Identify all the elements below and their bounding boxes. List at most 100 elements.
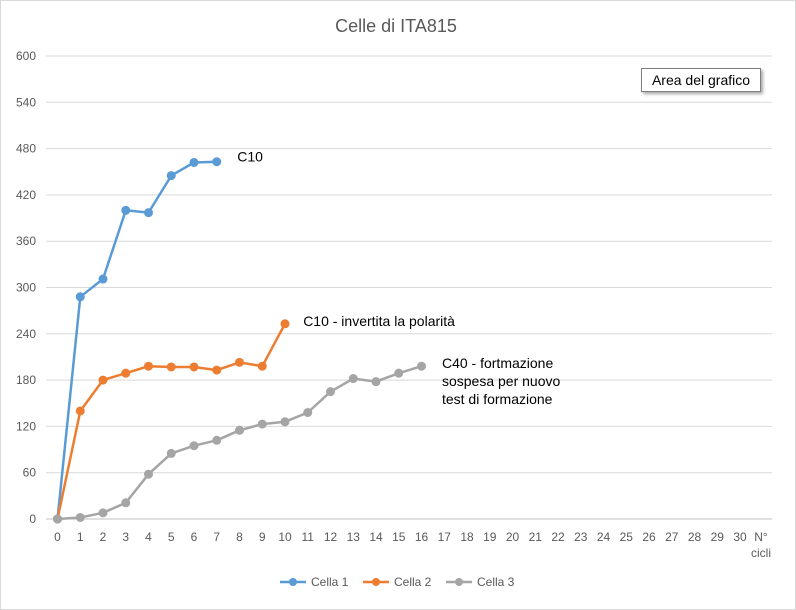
legend-label: Cella 1 [311, 575, 349, 589]
data-point [235, 357, 244, 367]
chart-area-tooltip: Area del grafico [641, 68, 761, 92]
y-axis-ticks: 0 60 120 180 240 300 360 420 480 540 600 [16, 49, 36, 526]
series-3 [53, 361, 426, 524]
legend-label: Cella 2 [394, 575, 432, 589]
y-tick-label: 600 [16, 49, 36, 63]
data-point [98, 274, 108, 284]
annotation: C40 - fortmazione sospesa per nuovo test d… [442, 355, 561, 407]
legend-marker [372, 578, 380, 586]
data-point [53, 514, 62, 524]
annotation: C10 [237, 149, 263, 165]
chart-title: Celle di ITA815 [335, 16, 457, 36]
legend-label: Cella 3 [477, 575, 515, 589]
data-point [189, 362, 199, 372]
y-tick-label: 0 [29, 512, 36, 526]
x-tick-label: 8 [236, 530, 243, 544]
x-tick-label: 0 [54, 530, 61, 544]
y-tick-label: 540 [16, 95, 36, 109]
data-point [144, 208, 153, 218]
x-tick-label: 7 [213, 530, 220, 544]
data-point [417, 361, 426, 371]
series-line [56, 323, 287, 520]
annotation-line: C10 - invertita la polarità [303, 313, 455, 329]
x-tick-label: 28 [688, 530, 702, 544]
x-tick-label: 4 [145, 530, 152, 544]
data-point [98, 375, 108, 385]
x-tick-label: 21 [529, 530, 543, 544]
data-point [166, 362, 176, 372]
annotation-line: sospesa per nuovo [442, 373, 561, 389]
annotation-line: C40 - fortmazione [442, 355, 553, 371]
x-tick-label: 26 [642, 530, 656, 544]
data-point [303, 408, 313, 418]
data-point [144, 469, 153, 479]
series-1 [53, 157, 222, 524]
data-point [257, 419, 267, 429]
x-tick-label: 9 [259, 530, 266, 544]
x-axis-label-line-1: N° [754, 530, 768, 544]
x-tick-label: 20 [506, 530, 520, 544]
legend-marker [455, 578, 463, 586]
x-tick-label: 14 [369, 530, 383, 544]
x-tick-label: 16 [415, 530, 429, 544]
x-tick-label: 17 [438, 530, 452, 544]
data-point [98, 508, 108, 518]
data-point [121, 205, 131, 215]
x-tick-label: 5 [168, 530, 175, 544]
x-tick-label: 25 [620, 530, 634, 544]
series-group [53, 157, 426, 524]
x-tick-label: 27 [665, 530, 679, 544]
data-point [121, 498, 131, 508]
y-tick-label: 360 [16, 234, 36, 248]
x-tick-label: 19 [483, 530, 497, 544]
data-point [212, 365, 222, 375]
data-point [75, 406, 85, 416]
x-tick-label: 1 [77, 530, 84, 544]
data-point [280, 319, 290, 329]
x-tick-label: 13 [347, 530, 361, 544]
data-point [75, 292, 85, 302]
data-point [75, 512, 85, 522]
x-tick-label: 11 [302, 530, 315, 544]
x-tick-label: 12 [324, 530, 338, 544]
x-tick-label: 6 [191, 530, 198, 544]
data-point [166, 448, 176, 458]
y-tick-label: 240 [16, 327, 36, 341]
data-point [257, 361, 267, 371]
y-tick-label: 60 [23, 466, 37, 480]
x-tick-label: 2 [100, 530, 107, 544]
data-point [189, 441, 199, 451]
x-tick-label: 18 [460, 530, 474, 544]
y-tick-label: 300 [16, 281, 36, 295]
data-point [144, 361, 153, 371]
x-axis-ticks: 0 1 2 3 4 5 6 7 8 9 10 11 12 13 14 15 16 17 18 19 20 21 22 23 24… [54, 530, 747, 544]
legend-item: Cella 2 [363, 575, 432, 589]
legend: Cella 1 Cella 2 Cella 3 [280, 575, 515, 589]
data-point [121, 368, 131, 378]
x-tick-label: 10 [278, 530, 292, 544]
annotation: C10 - invertita la polarità [303, 313, 455, 329]
data-point [212, 435, 222, 445]
series-line [56, 160, 217, 520]
x-tick-label: 29 [711, 530, 725, 544]
y-tick-label: 180 [16, 373, 36, 387]
annotations: C10 C10 - invertita la polarità C40 - fort… [237, 149, 560, 407]
data-point [348, 374, 358, 384]
data-point [326, 387, 335, 397]
series-line [57, 365, 422, 521]
x-tick-label: 23 [574, 530, 588, 544]
x-axis-label-line-2: cicli [751, 546, 771, 560]
y-tick-label: 120 [16, 419, 36, 433]
x-tick-label: 24 [597, 530, 611, 544]
annotation-line: C10 [237, 149, 263, 165]
data-point [371, 377, 381, 387]
data-point [189, 157, 199, 167]
gridlines [46, 55, 772, 520]
x-tick-label: 30 [733, 530, 747, 544]
x-tick-label: 3 [122, 530, 129, 544]
y-tick-label: 420 [16, 188, 36, 202]
legend-marker [289, 578, 297, 586]
y-tick-label: 480 [16, 142, 36, 156]
